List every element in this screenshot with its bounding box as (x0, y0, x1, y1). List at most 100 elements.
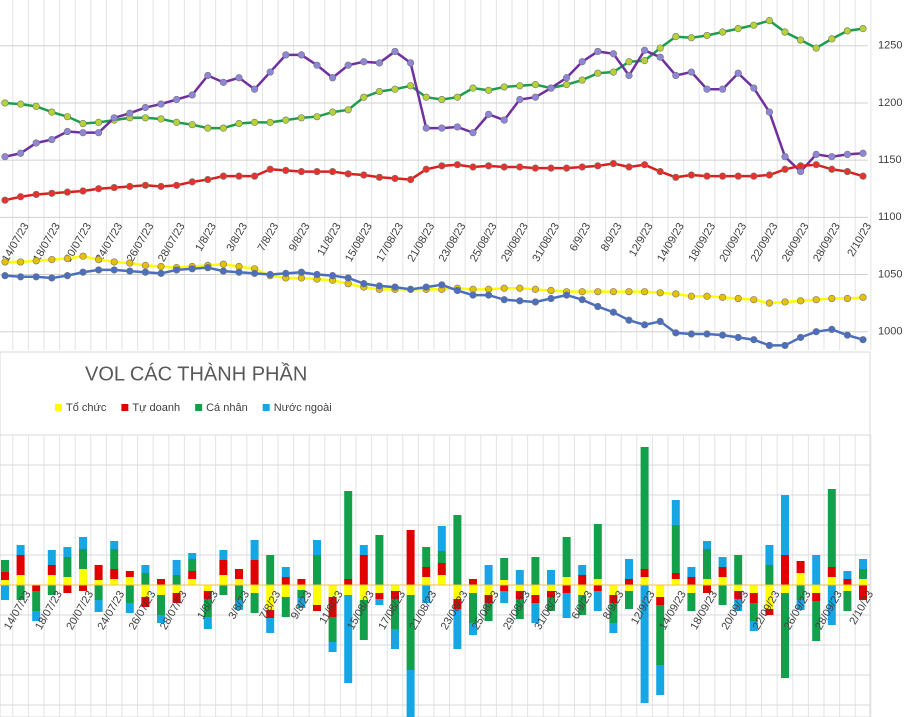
bar-segment (219, 550, 228, 560)
legend-swatch (195, 404, 203, 411)
data-point (297, 114, 306, 122)
bar-segment (625, 591, 633, 609)
y-tick-label: 1200 (878, 97, 902, 109)
bar-segment (375, 535, 384, 585)
bar-segment (313, 540, 321, 555)
data-point (718, 28, 727, 36)
bar-segment (578, 575, 587, 585)
data-point (718, 293, 727, 301)
bar-segment (437, 575, 446, 585)
bar-segment (827, 577, 836, 585)
bar-segment (453, 599, 462, 609)
data-point (500, 296, 508, 304)
data-point (703, 31, 711, 40)
data-point (531, 93, 540, 101)
data-point (204, 264, 212, 272)
data-point (157, 182, 165, 191)
bar-segment (843, 579, 852, 585)
data-point (469, 291, 477, 299)
data-point (79, 187, 87, 195)
bar-segment (453, 515, 462, 585)
data-point (266, 165, 274, 173)
bar-segment (827, 585, 836, 625)
data-point (750, 172, 758, 180)
bar-segment (328, 642, 337, 652)
data-point (110, 258, 118, 266)
data-point (407, 82, 415, 90)
bar-segment (1, 560, 9, 572)
legend-label: Tổ chức (66, 402, 107, 414)
data-point (781, 28, 789, 36)
bar-segment (781, 495, 789, 555)
bar-segment (313, 605, 321, 611)
data-point (485, 162, 493, 170)
data-point (672, 71, 680, 80)
bar-segment (391, 629, 399, 649)
bar-segment (281, 585, 290, 597)
data-point (656, 44, 664, 52)
data-point (485, 291, 493, 299)
bar-segment (219, 560, 228, 575)
data-point (422, 124, 430, 132)
data-point (1, 258, 9, 266)
data-point (48, 189, 56, 197)
data-point (1, 272, 9, 280)
bar-segment (157, 615, 165, 623)
data-point (329, 167, 337, 176)
bar-segment (141, 597, 150, 607)
data-point (251, 269, 259, 277)
bar-segment (79, 569, 87, 585)
bar-segment (281, 577, 290, 585)
bar-segment (188, 553, 197, 559)
bar-segment (749, 621, 758, 631)
data-point (94, 266, 103, 274)
data-point (703, 330, 711, 338)
bar-segment (812, 555, 821, 585)
bar-segment (125, 577, 134, 585)
bar-segment (593, 591, 602, 611)
bar-segment (531, 557, 540, 585)
data-point (500, 116, 508, 124)
data-point (17, 193, 25, 201)
bar-segment (125, 603, 134, 613)
data-point (859, 293, 867, 301)
data-point (578, 58, 586, 66)
data-point (266, 270, 274, 279)
data-point (375, 173, 384, 181)
data-point (781, 341, 789, 350)
data-point (173, 118, 181, 126)
data-point (578, 296, 586, 304)
data-point (32, 190, 40, 199)
bar-segment (578, 595, 587, 615)
bar-segment (859, 569, 867, 579)
bar-segment (94, 565, 103, 580)
data-point (812, 150, 820, 159)
bar-segment (547, 570, 555, 585)
data-point (344, 274, 352, 282)
bar-segment (515, 599, 524, 619)
bar-segment (63, 577, 72, 585)
data-point (500, 163, 508, 171)
bar-segment (63, 547, 72, 557)
bar-segment (235, 569, 243, 579)
data-point (656, 317, 664, 326)
data-point (843, 150, 852, 159)
bar-segment (859, 559, 867, 569)
bar-segment (344, 491, 353, 579)
bar-segment (562, 585, 571, 593)
bar-segment (1, 585, 9, 600)
bar-segment (593, 524, 602, 579)
data-point (781, 153, 789, 161)
bar-segment (422, 567, 431, 577)
data-point (859, 336, 867, 344)
data-point (672, 33, 680, 41)
bar-segment (141, 585, 150, 597)
data-point (656, 53, 664, 61)
bar-segment (687, 577, 696, 585)
data-point (141, 103, 149, 112)
data-point (173, 95, 181, 104)
data-point (562, 81, 571, 89)
y-tick-label: 1000 (878, 326, 902, 338)
data-point (609, 50, 618, 58)
bar-segment (765, 545, 774, 565)
